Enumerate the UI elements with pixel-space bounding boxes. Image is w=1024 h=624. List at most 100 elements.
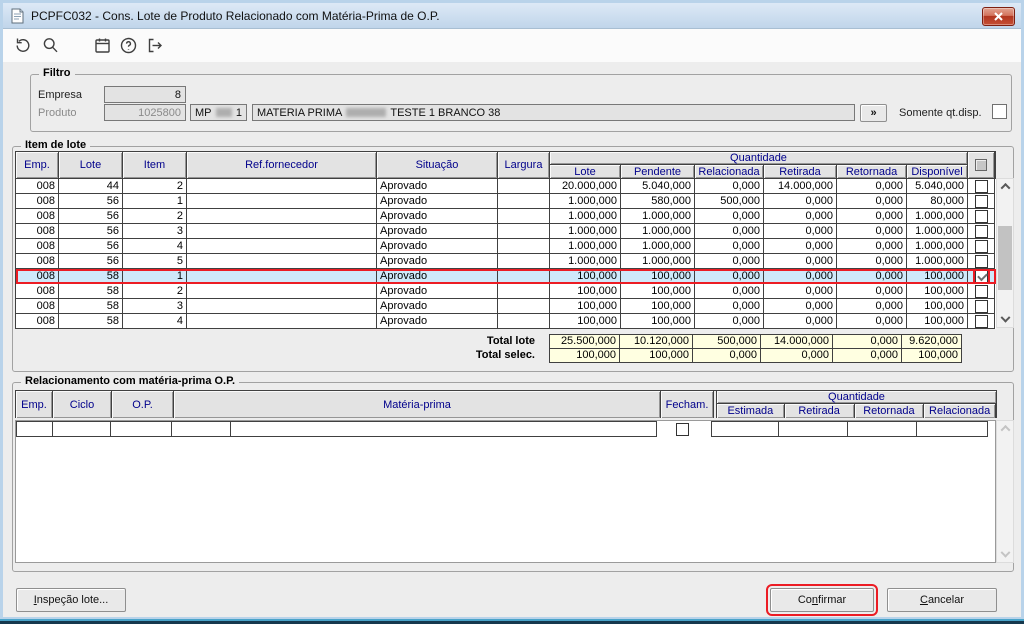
- column-header-qty-retornada[interactable]: Retornada: [837, 165, 907, 178]
- table-cell: 0,000: [837, 224, 907, 239]
- produto-code-field[interactable]: 1025800: [104, 104, 186, 121]
- column-header-lote[interactable]: Lote: [59, 152, 123, 178]
- row-checkbox[interactable]: [974, 179, 988, 193]
- table-row[interactable]: 008 56 2 Aprovado 1.000,000 1.000,000 0,000 0,0…: [16, 209, 996, 224]
- column-header-qty-pendente[interactable]: Pendente: [621, 165, 695, 178]
- column-header-fecham[interactable]: Fecham.: [661, 391, 714, 418]
- calendar-button[interactable]: [89, 33, 115, 59]
- column-header-retirada[interactable]: Retirada: [784, 404, 855, 418]
- table-cell: 1.000,000: [907, 209, 968, 224]
- column-header-qty-relacionada[interactable]: Relacionada: [695, 165, 764, 178]
- totals-cell: 25.500,000: [549, 334, 620, 349]
- scroll-up-arrow: [997, 421, 1013, 435]
- table-cell: 5.040,000: [621, 179, 695, 194]
- column-header-materia-prima[interactable]: Matéria-prima: [174, 391, 661, 418]
- close-icon: [994, 12, 1003, 21]
- row-checkbox[interactable]: [974, 254, 988, 268]
- search-button[interactable]: [37, 33, 63, 59]
- table-row-empty[interactable]: [16, 421, 995, 437]
- table-cell: 008: [16, 284, 59, 299]
- produto-desc-field[interactable]: MATERIA PRIMA TESTE 1 BRANCO 38: [252, 104, 855, 121]
- close-button[interactable]: [982, 7, 1015, 26]
- table-cell: 1.000,000: [550, 224, 621, 239]
- calendar-icon: [94, 38, 110, 53]
- table-row[interactable]: 008 44 2 Aprovado 20.000,000 5.040,000 0,000 14…: [16, 179, 996, 194]
- scroll-up-arrow[interactable]: [997, 179, 1013, 193]
- column-header-emp[interactable]: Emp.: [16, 391, 53, 418]
- table-row[interactable]: 008 58 1 Aprovado 100,000 100,000 0,000 0,000 0,…: [16, 269, 996, 284]
- lot-items-scrollbar[interactable]: [996, 178, 1014, 328]
- help-button[interactable]: [115, 33, 141, 59]
- scroll-down-arrow[interactable]: [997, 312, 1013, 327]
- column-header-item[interactable]: Item: [123, 152, 187, 178]
- table-cell: 0,000: [837, 209, 907, 224]
- table-cell: [187, 179, 377, 194]
- table-cell: 0,000: [837, 314, 907, 329]
- table-cell: 0,000: [695, 269, 764, 284]
- table-cell: Aprovado: [377, 284, 498, 299]
- table-cell: 58: [59, 269, 123, 284]
- column-header-qty-lote[interactable]: Lote: [550, 165, 621, 178]
- column-header-estimada[interactable]: Estimada: [717, 404, 785, 418]
- window-frame: [0, 0, 1024, 3]
- totals-cell: 10.120,000: [619, 334, 693, 349]
- table-row[interactable]: 008 56 3 Aprovado 1.000,000 1.000,000 0,000 0,0…: [16, 224, 996, 239]
- column-header-qty-disponivel[interactable]: Disponível: [907, 165, 968, 178]
- table-row[interactable]: 008 56 5 Aprovado 1.000,000 1.000,000 0,000 0,0…: [16, 254, 996, 269]
- row-checkbox[interactable]: [974, 314, 988, 328]
- row-checkbox[interactable]: [974, 269, 988, 283]
- table-cell: 1.000,000: [907, 224, 968, 239]
- table-cell: 100,000: [621, 284, 695, 299]
- row-checkbox[interactable]: [974, 299, 988, 313]
- table-cell: [498, 314, 550, 329]
- column-header-op[interactable]: O.P.: [112, 391, 174, 418]
- row-checkbox[interactable]: [974, 224, 988, 238]
- undo-button[interactable]: [9, 33, 35, 59]
- toolbar: [3, 29, 1021, 62]
- table-row[interactable]: 008 58 3 Aprovado 100,000 100,000 0,000 0,000 0,…: [16, 299, 996, 314]
- column-header-ciclo[interactable]: Ciclo: [53, 391, 112, 418]
- table-cell: [498, 254, 550, 269]
- exit-button[interactable]: [141, 33, 167, 59]
- window-frame: [0, 0, 3, 624]
- table-cell: 1.000,000: [621, 254, 695, 269]
- column-header-ref-fornecedor[interactable]: Ref.fornecedor: [187, 152, 377, 178]
- column-header-largura[interactable]: Largura: [498, 152, 550, 178]
- row-checkbox[interactable]: [974, 209, 988, 223]
- column-header-select-all[interactable]: [968, 152, 995, 178]
- produto-ref-field[interactable]: MP 1: [190, 104, 247, 121]
- filter-groupbox: Filtro: [30, 67, 1012, 132]
- scrollbar-thumb[interactable]: [998, 226, 1012, 290]
- table-cell: 580,000: [621, 194, 695, 209]
- table-row[interactable]: 008 56 1 Aprovado 1.000,000 580,000 500,000 0,0…: [16, 194, 996, 209]
- column-header-qty-retirada[interactable]: Retirada: [764, 165, 837, 178]
- table-cell: [498, 209, 550, 224]
- column-header-retornada[interactable]: Retornada: [854, 404, 925, 418]
- totals-cell: 100,000: [901, 348, 962, 363]
- column-header-relacionada[interactable]: Relacionada: [924, 404, 996, 418]
- table-cell: Aprovado: [377, 224, 498, 239]
- row-checkbox[interactable]: [974, 194, 988, 208]
- table-cell: 0,000: [695, 254, 764, 269]
- table-cell: 100,000: [907, 314, 968, 329]
- exit-icon: [148, 38, 162, 53]
- table-cell: 1.000,000: [550, 209, 621, 224]
- table-cell: 56: [59, 194, 123, 209]
- empresa-field[interactable]: 8: [104, 86, 186, 103]
- column-header-emp[interactable]: Emp.: [16, 152, 59, 178]
- title-bar[interactable]: PCPFC032 - Cons. Lote de Produto Relacio…: [3, 3, 1021, 29]
- table-cell: 58: [59, 314, 123, 329]
- table-row[interactable]: 008 56 4 Aprovado 1.000,000 1.000,000 0,000 0,0…: [16, 239, 996, 254]
- confirmar-button[interactable]: Co n firmar: [766, 584, 878, 616]
- fecham-checkbox[interactable]: [676, 422, 689, 436]
- table-row[interactable]: 008 58 2 Aprovado 100,000 100,000 0,000 0,000 0,…: [16, 284, 996, 299]
- row-checkbox[interactable]: [974, 239, 988, 253]
- column-header-situacao[interactable]: Situação: [377, 152, 498, 178]
- somente-qt-disp-checkbox[interactable]: [992, 104, 1007, 119]
- table-cell: 44: [59, 179, 123, 194]
- table-row[interactable]: 008 58 4 Aprovado 100,000 100,000 0,000 0,000 0,…: [16, 314, 996, 329]
- expand-button[interactable]: »: [860, 104, 887, 122]
- row-checkbox[interactable]: [974, 284, 988, 298]
